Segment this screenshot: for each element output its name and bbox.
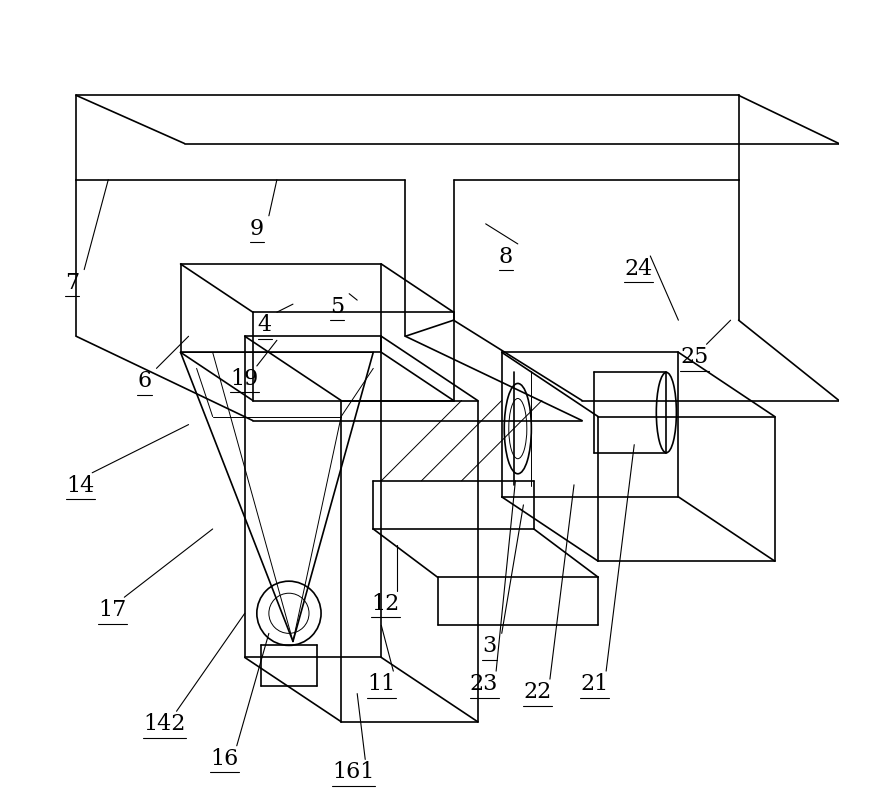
Text: 3: 3 (483, 634, 497, 657)
Text: 14: 14 (66, 474, 94, 496)
Text: 17: 17 (98, 598, 126, 621)
Text: 23: 23 (470, 672, 498, 695)
Text: 21: 21 (580, 672, 608, 695)
Text: 12: 12 (371, 592, 399, 614)
Text: 9: 9 (249, 217, 264, 240)
Text: 8: 8 (499, 245, 513, 268)
Text: 161: 161 (332, 760, 374, 783)
Text: 19: 19 (231, 367, 259, 390)
Text: 4: 4 (258, 314, 272, 336)
Text: 142: 142 (144, 712, 186, 735)
Text: 22: 22 (524, 680, 552, 703)
Text: 11: 11 (368, 672, 396, 695)
Text: 25: 25 (681, 346, 709, 368)
Text: 7: 7 (65, 271, 80, 294)
Text: 24: 24 (624, 257, 653, 280)
Text: 16: 16 (211, 747, 239, 769)
Text: 5: 5 (330, 295, 344, 318)
Text: 6: 6 (137, 370, 151, 392)
